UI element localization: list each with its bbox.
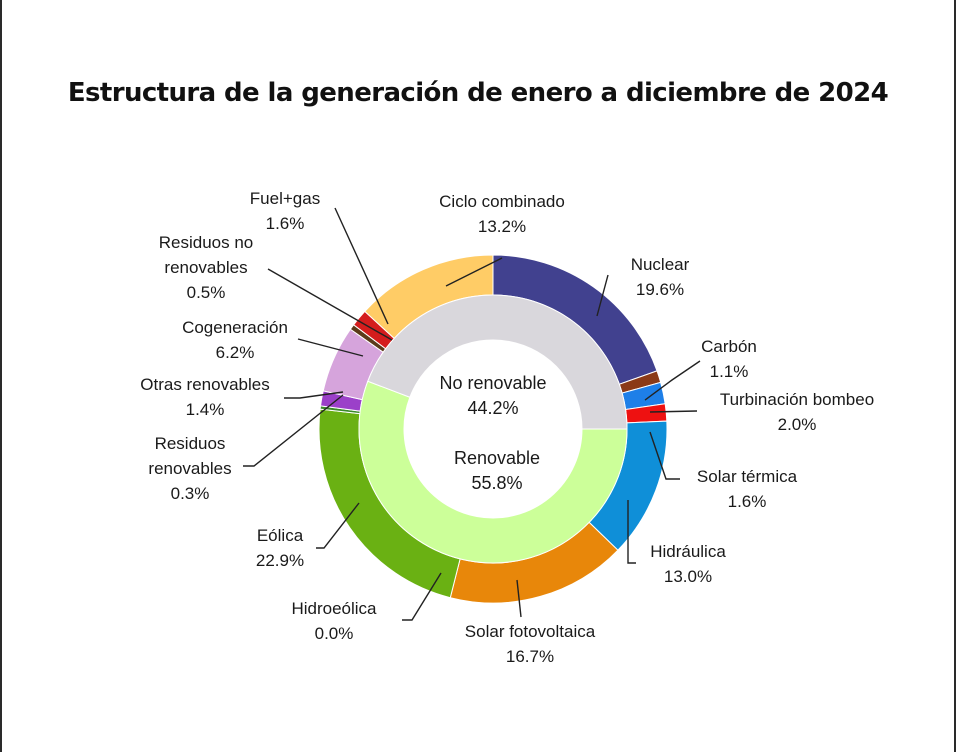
label-residuos-renovables: Residuos renovables 0.3%	[148, 434, 231, 503]
label-no-renovable: No renovable 44.2%	[439, 373, 546, 418]
label-renovable: Renovable 55.8%	[454, 448, 540, 493]
leader-line-hidraulica	[627, 500, 636, 564]
label-ciclo-combinado: Ciclo combinado 13.2%	[439, 192, 565, 236]
label-solar-termica: Solar térmica 1.6%	[697, 467, 798, 511]
leader-line-hidroeolica	[402, 572, 442, 621]
label-eolica: Eólica 22.9%	[256, 526, 304, 570]
leader-line-turbinacion-bombeo	[649, 410, 698, 413]
leader-line-solar-termica	[649, 431, 680, 480]
chart-title: Estructura de la generación de enero a d…	[67, 78, 889, 108]
slice-renovable	[358, 380, 628, 564]
leader-line-residuos-renovables	[243, 394, 344, 467]
outer-ring	[318, 254, 668, 604]
leader-line-cogeneracion	[297, 338, 364, 357]
slice-no-renovable	[367, 294, 628, 430]
label-hidroeolica: Hidroeólica 0.0%	[291, 599, 377, 643]
inner-ring	[358, 294, 628, 564]
label-hidraulica: Hidráulica 13.0%	[650, 542, 726, 586]
label-cogeneracion: Cogeneración 6.2%	[182, 318, 288, 362]
label-otras-renovables: Otras renovables 1.4%	[140, 375, 269, 419]
label-carbon: Carbón 1.1%	[701, 337, 757, 381]
leader-line-residuos-no-renovables	[267, 268, 393, 341]
slice-labels: Nuclear 19.6%Carbón 1.1% Turbinación bombeo…	[140, 189, 874, 666]
label-turbinacion-bombeo: Turbinación bombeo 2.0%	[720, 390, 874, 434]
leader-line-solar-fotovoltaica	[516, 579, 522, 618]
label-solar-fotovoltaica: Solar fotovoltaica 16.7%	[465, 622, 596, 666]
leader-line-nuclear	[596, 274, 609, 317]
leader-line-carbon	[644, 360, 701, 401]
label-nuclear: Nuclear 19.6%	[631, 255, 690, 299]
leader-line-fuel-gas	[334, 207, 389, 325]
leader-lines	[243, 207, 701, 621]
label-residuos-no-renovables: Residuos no renovables 0.5%	[159, 233, 254, 302]
leader-line-ciclo-combinado	[445, 257, 503, 287]
label-fuel-gas: Fuel+gas 1.6%	[250, 189, 320, 233]
leader-line-eolica	[316, 502, 360, 549]
leader-line-otras-renovables	[284, 391, 344, 399]
